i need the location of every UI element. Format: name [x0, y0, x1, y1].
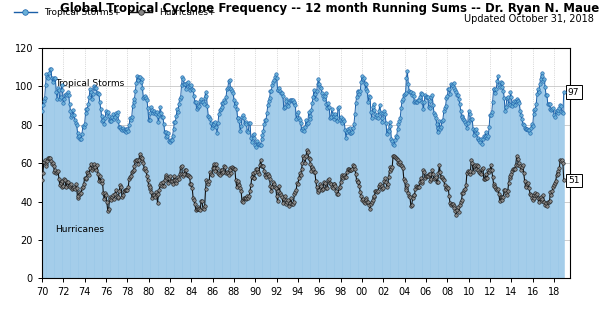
Text: 51: 51	[568, 176, 580, 185]
Text: Updated October 31, 2018: Updated October 31, 2018	[464, 14, 594, 24]
Text: Global Tropical Cyclone Frequency -- 12 month Running Sums -- Dr. Ryan N. Maue: Global Tropical Cyclone Frequency -- 12 …	[61, 2, 599, 15]
Text: 97: 97	[568, 88, 580, 97]
Legend: Tropical Storms+, Hurricanes+: Tropical Storms+, Hurricanes+	[11, 4, 220, 21]
Text: Hurricanes: Hurricanes	[55, 225, 104, 234]
Text: Tropical Storms: Tropical Storms	[55, 79, 124, 88]
